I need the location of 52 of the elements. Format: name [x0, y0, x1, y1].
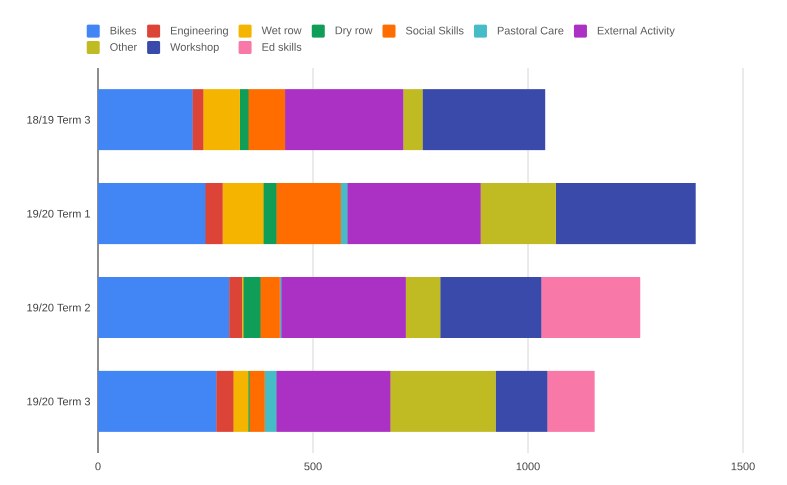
x-tick-label: 1500: [732, 462, 755, 470]
bar: [264, 370, 276, 432]
bar: [206, 183, 223, 244]
bar: [422, 89, 546, 150]
bar: [547, 370, 595, 432]
bar: [229, 276, 242, 338]
legend-label: Ed skills: [262, 42, 302, 51]
bar: [480, 183, 556, 244]
bar: [98, 370, 216, 432]
y-tick-label: 19/20 Term 1: [27, 210, 90, 218]
bar: [250, 370, 265, 432]
legend-label: Social Skills: [406, 26, 464, 34]
legend-label: Wet row: [262, 26, 302, 34]
bar: [98, 183, 206, 244]
bar: [233, 370, 248, 432]
x-tick-label: 0: [95, 462, 101, 470]
bar: [403, 89, 423, 150]
legend-label: Pastoral Care: [498, 26, 564, 34]
x-tick-label: 1000: [516, 462, 540, 470]
x-tick-label: 500: [304, 462, 322, 470]
bar: [541, 276, 640, 338]
bar: [243, 276, 261, 338]
bar: [281, 276, 406, 338]
bar: [192, 89, 204, 150]
legend-label: Other: [110, 42, 137, 51]
bar: [248, 89, 286, 150]
bar: [264, 183, 276, 244]
legend-label: Workshop: [170, 42, 219, 54]
bar: [347, 183, 481, 244]
bar: [390, 370, 496, 432]
bar: [276, 183, 341, 244]
bar: [406, 276, 440, 338]
bar: [216, 370, 234, 432]
bar: [260, 276, 280, 338]
legend-label: Bikes: [110, 26, 136, 34]
bar: [340, 183, 348, 244]
bar: [556, 183, 696, 244]
bar: [98, 89, 193, 150]
bar: [285, 89, 404, 150]
bar: [276, 370, 390, 432]
bar: [440, 276, 542, 338]
legend-label: Dry row: [336, 26, 373, 36]
legend-label: Engineering: [171, 26, 228, 37]
y-tick-label: 19/20 Term 3: [27, 397, 90, 406]
bar: [240, 89, 248, 150]
y-tick-label: 19/20 Term 2: [27, 303, 90, 312]
bar: [98, 276, 230, 338]
legend-label: External Activity: [598, 26, 675, 37]
bar: [203, 89, 240, 150]
bar: [222, 183, 264, 244]
bar: [496, 370, 548, 432]
y-tick-label: 18/19 Term 3: [27, 116, 90, 124]
